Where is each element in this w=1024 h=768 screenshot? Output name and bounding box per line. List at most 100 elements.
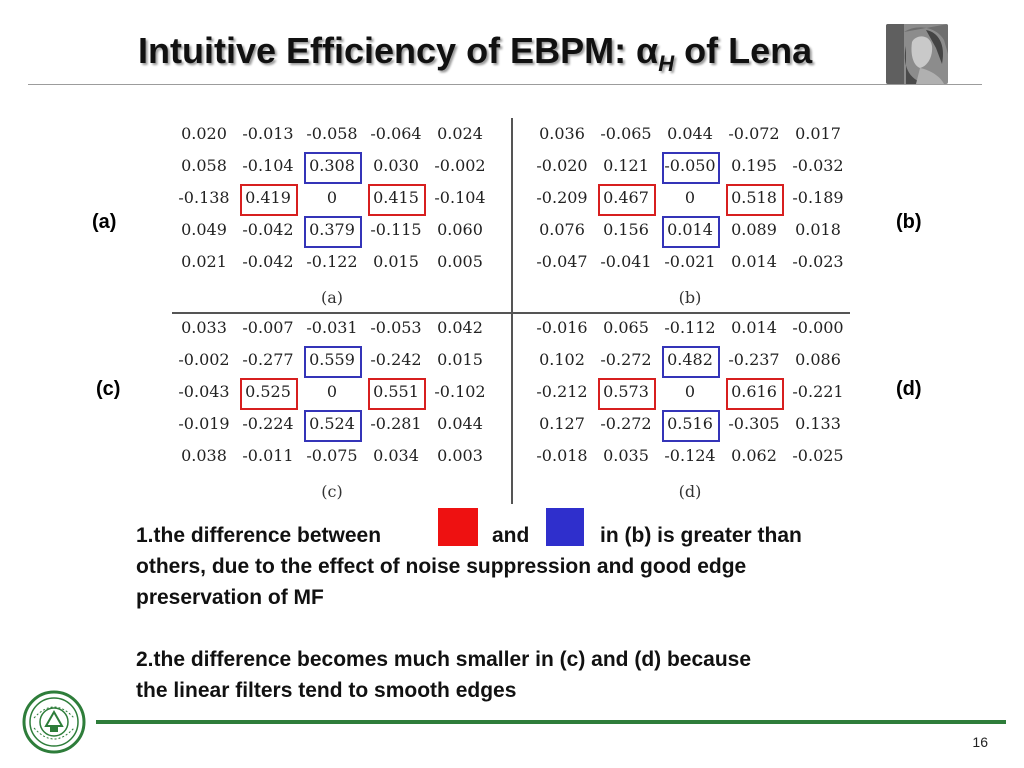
matrix-cell: -0.277 [242,350,294,369]
blue-highlight-box [662,216,720,248]
matrix-cell: -0.115 [370,220,422,239]
title-main: Intuitive Efficiency of EBPM: α [138,30,659,71]
matrix-cell: -0.053 [370,318,422,337]
matrix-cell: -0.272 [600,350,652,369]
matrix-cell: -0.016 [536,318,588,337]
note-spacer [136,613,906,644]
note-1-line-1: 1.the difference between and in (b) is g… [136,508,906,551]
matrix-cell: 0.024 [437,124,483,143]
red-highlight-box [368,184,426,216]
matrix-cell: -0.011 [242,446,294,465]
slide-title: Intuitive Efficiency of EBPM: αH of Lena [138,30,812,77]
matrix-cell: 0.524 [309,414,355,433]
matrix-cell: -0.122 [306,252,358,271]
matrix-cell: -0.075 [306,446,358,465]
matrix-cell: -0.242 [370,350,422,369]
matrix-cell: -0.112 [664,318,716,337]
blue-highlight-box [304,216,362,248]
matrix-cell: 0.616 [731,382,777,401]
matrix-cell: 0.195 [731,156,777,175]
matrix-cell: 0.525 [245,382,291,401]
note-2-line-1: 2.the difference becomes much smaller in… [136,648,752,671]
matrix-cell: 0.156 [603,220,649,239]
matrix-cell: -0.102 [434,382,486,401]
panel-caption: (d) [678,482,702,501]
blue-highlight-box [662,410,720,442]
matrix-cell: -0.019 [178,414,230,433]
matrix-cell: 0 [684,382,696,401]
matrix-cell: 0.559 [309,350,355,369]
matrix-cell: -0.007 [242,318,294,337]
matrix-cell: -0.021 [664,252,716,271]
matrix-cell: 0.021 [181,252,227,271]
matrix-cell: 0.058 [181,156,227,175]
sun-yat-sen-university-seal-icon [22,690,86,754]
matrix-cell: -0.025 [792,446,844,465]
panel-caption: (a) [320,288,344,307]
blue-highlight-box [304,410,362,442]
matrix-cell: 0 [326,382,338,401]
matrix-cell: 0.516 [667,414,713,433]
red-highlight-box [726,378,784,410]
matrix-cell: 0.308 [309,156,355,175]
red-highlight-box [368,378,426,410]
matrix-cell: 0.014 [667,220,713,239]
matrix-cell: -0.031 [306,318,358,337]
matrix-cell: 0.033 [181,318,227,337]
blue-highlight-box [304,346,362,378]
page-number: 16 [972,734,988,750]
blue-highlight-box [304,152,362,184]
matrix-cell: -0.064 [370,124,422,143]
matrix-cell: 0 [326,188,338,207]
matrix-cell: 0.015 [437,350,483,369]
matrix-cell: 0.065 [603,318,649,337]
red-highlight-box [726,184,784,216]
matrix-cell: 0.102 [539,350,585,369]
matrix-cell: 0.060 [437,220,483,239]
label-d: (d) [896,378,922,400]
lena-thumbnail-icon [886,24,948,84]
matrix-cell: -0.281 [370,414,422,433]
label-c: (c) [96,378,121,400]
matrix-cell: -0.224 [242,414,294,433]
matrix-cell: 0.086 [795,350,841,369]
label-a: (a) [92,211,117,233]
note-1-line-3: preservation of MF [136,586,324,609]
matrix-cell: 0.419 [245,188,291,207]
matrix-cell: -0.058 [306,124,358,143]
matrix-cell: 0.127 [539,414,585,433]
matrix-cell: -0.104 [242,156,294,175]
matrix-cell: -0.212 [536,382,588,401]
matrix-cell: -0.209 [536,188,588,207]
matrix-cell: 0.062 [731,446,777,465]
blue-swatch [546,508,584,546]
grid-vertical-divider [511,118,513,504]
matrix-cell: -0.237 [728,350,780,369]
red-highlight-box [598,378,656,410]
grid-horizontal-divider [172,312,850,314]
red-highlight-box [240,184,298,216]
note-1-line-2: others, due to the effect of noise suppr… [136,555,747,578]
matrix-cell: -0.124 [664,446,716,465]
matrix-cell: 0.038 [181,446,227,465]
matrix-cell: -0.043 [178,382,230,401]
matrix-cell: 0.018 [795,220,841,239]
red-highlight-box [240,378,298,410]
matrix-cell: -0.189 [792,188,844,207]
matrix-cell: 0.518 [731,188,777,207]
note-1-before: 1.the difference between [136,524,382,547]
matrix-cell: 0.551 [373,382,419,401]
notes: 1.the difference between and in (b) is g… [136,508,906,706]
matrix-cell: -0.032 [792,156,844,175]
matrix-cell: 0.005 [437,252,483,271]
matrix-cell: 0.015 [373,252,419,271]
matrix-cell: -0.138 [178,188,230,207]
title-subscript: H [658,51,675,76]
matrix-cell: 0.089 [731,220,777,239]
matrix-cell: -0.072 [728,124,780,143]
blue-highlight-box [662,346,720,378]
matrix-cell: 0.020 [181,124,227,143]
matrix-cell: -0.221 [792,382,844,401]
matrix-cell: 0.017 [795,124,841,143]
matrix-cell: 0.014 [731,318,777,337]
